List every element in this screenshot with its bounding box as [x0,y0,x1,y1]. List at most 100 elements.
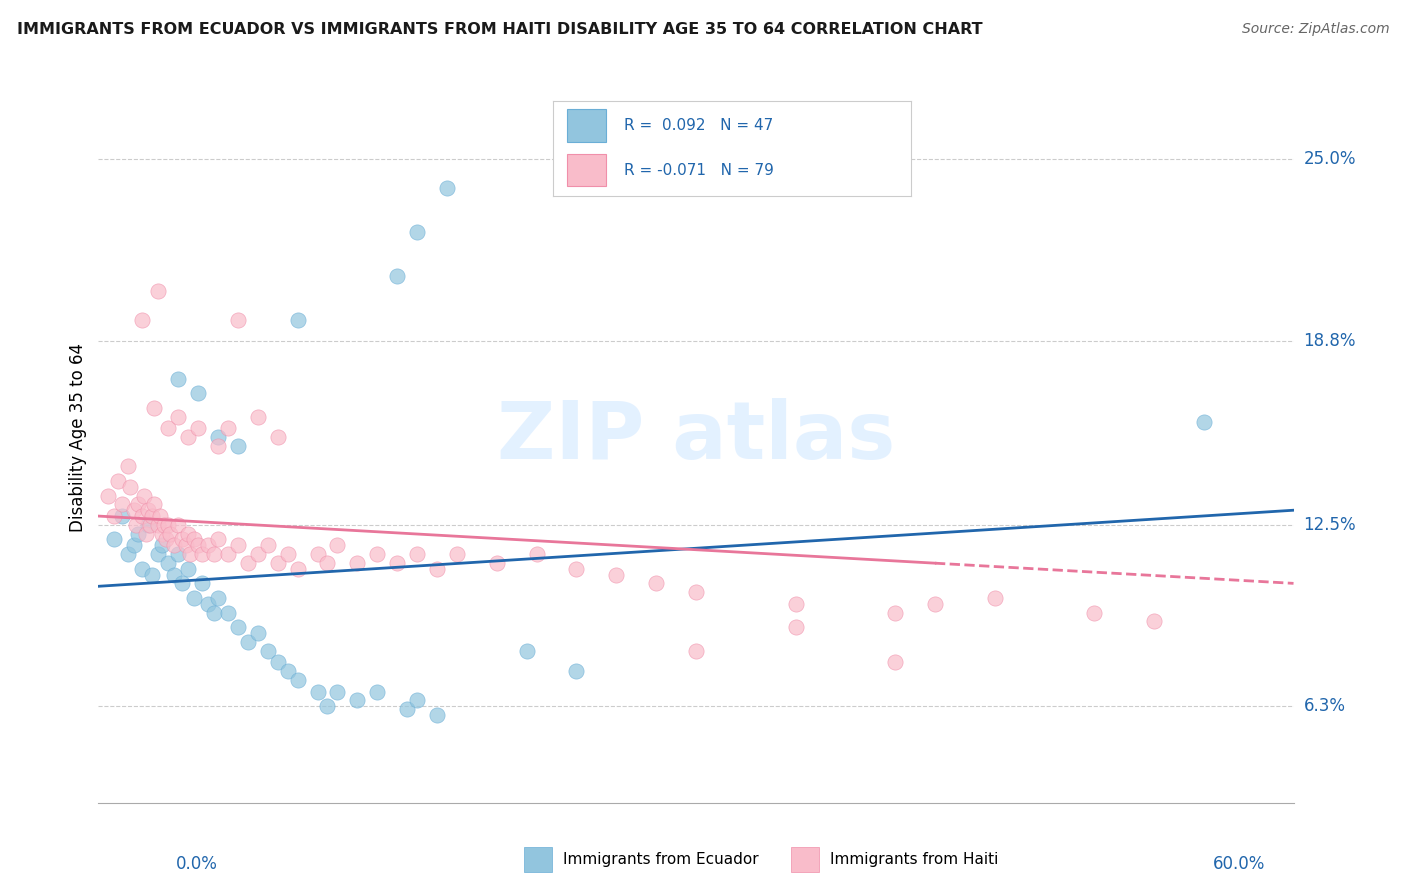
Point [148,517,170,532]
Point [167,517,190,532]
Point [111,497,134,511]
Point [785,597,807,611]
Point [236,635,259,649]
Point [107,474,129,488]
Point [1143,615,1166,629]
Point [924,597,946,611]
Point [256,643,278,657]
Point [446,547,468,561]
Point [516,643,538,657]
Point [187,538,209,552]
Point [246,626,269,640]
Point [1192,416,1215,430]
Point [159,526,181,541]
Point [163,538,186,552]
Point [131,509,153,524]
Point [127,497,149,511]
Point [134,489,156,503]
Point [191,576,214,591]
Point [287,673,309,687]
Point [236,556,259,570]
Point [183,591,205,605]
Point [97,489,120,503]
Point [385,269,409,284]
Text: Immigrants from Ecuador: Immigrants from Ecuador [562,853,759,867]
Point [217,547,239,561]
Point [157,556,180,570]
Point [1083,606,1105,620]
Point [406,225,429,239]
Point [172,576,194,591]
Point [645,576,668,591]
Point [150,526,173,541]
Point [143,497,166,511]
Point [406,693,429,707]
Point [202,606,225,620]
Point [246,547,269,561]
Text: 12.5%: 12.5% [1303,516,1357,533]
Text: 0.0%: 0.0% [176,855,218,872]
Point [103,509,125,524]
Point [307,547,329,561]
Point [207,591,229,605]
Point [135,526,157,541]
Point [124,503,146,517]
Point [346,556,368,570]
Point [120,480,142,494]
Text: IMMIGRANTS FROM ECUADOR VS IMMIGRANTS FROM HAITI DISABILITY AGE 35 TO 64 CORRELA: IMMIGRANTS FROM ECUADOR VS IMMIGRANTS FR… [17,22,983,37]
Point [685,585,707,599]
Point [167,371,190,385]
Point [127,526,149,541]
Point [148,547,170,561]
Point [277,664,299,678]
Point [346,693,368,707]
Point [287,313,309,327]
Point [565,562,588,576]
Point [785,620,807,634]
Point [436,181,458,195]
Point [150,538,173,552]
Point [685,643,707,657]
Point [167,547,190,561]
Point [125,517,148,532]
Point [485,556,508,570]
Point [366,547,388,561]
Text: ZIP atlas: ZIP atlas [496,398,896,476]
Point [103,533,125,547]
Point [605,567,627,582]
Point [277,547,299,561]
Point [167,409,190,424]
Point [155,533,177,547]
Point [316,556,339,570]
Point [406,547,429,561]
Point [246,409,269,424]
Point [117,459,139,474]
Point [217,421,239,435]
Point [396,702,419,716]
Point [117,547,139,561]
Point [174,538,197,552]
Text: 6.3%: 6.3% [1303,698,1346,715]
Point [157,421,180,435]
Point [217,606,239,620]
Point [197,538,219,552]
Point [267,656,290,670]
Point [149,509,172,524]
Text: 25.0%: 25.0% [1303,150,1355,168]
Text: 18.8%: 18.8% [1303,332,1355,350]
Point [267,556,290,570]
Point [565,664,588,678]
Y-axis label: Disability Age 35 to 64: Disability Age 35 to 64 [69,343,87,532]
Point [148,284,170,298]
Point [287,562,309,576]
Point [385,556,409,570]
Text: Source: ZipAtlas.com: Source: ZipAtlas.com [1241,22,1389,37]
Point [177,430,200,444]
Point [197,597,219,611]
Point [131,313,153,327]
Point [183,533,205,547]
Point [226,313,249,327]
Point [111,509,134,524]
Point [307,684,329,698]
Point [426,562,449,576]
